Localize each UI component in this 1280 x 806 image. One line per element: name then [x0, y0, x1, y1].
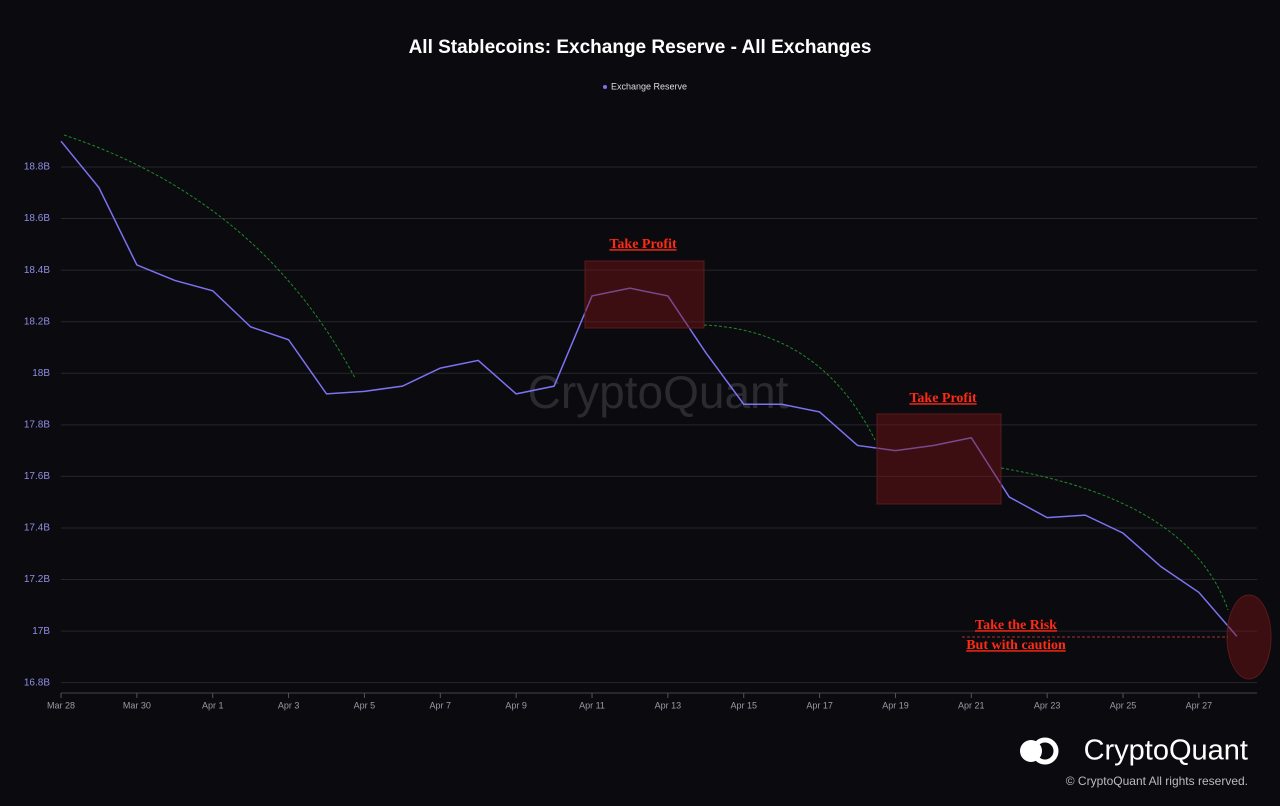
- annotation: Take the Risk: [975, 618, 1057, 633]
- y-tick-label: 18B: [32, 368, 50, 379]
- annotation: Take Profit: [909, 391, 977, 406]
- x-tick-label: Apr 15: [730, 700, 757, 710]
- x-tick-label: Apr 11: [579, 700, 605, 710]
- x-tick-label: Apr 23: [1034, 700, 1061, 710]
- x-tick-label: Apr 3: [278, 700, 300, 710]
- y-tick-label: 18.2B: [24, 316, 50, 327]
- watermark: CryptoQuant: [528, 366, 789, 418]
- y-tick-label: 17.4B: [24, 523, 50, 534]
- highlight-box: [876, 413, 1002, 505]
- trend-line: [63, 134, 356, 379]
- chart-title: All Stablecoins: Exchange Reserve - All …: [409, 37, 872, 58]
- brand-logo: [1031, 737, 1059, 765]
- x-tick-label: Apr 17: [806, 700, 833, 710]
- legend-label: Exchange Reserve: [611, 81, 687, 91]
- y-tick-label: 17.2B: [24, 574, 50, 585]
- x-tick-label: Apr 27: [1186, 700, 1213, 710]
- brand: CryptoQuant: [1084, 735, 1248, 767]
- x-tick-label: Apr 9: [505, 700, 527, 710]
- trend-line: [703, 324, 876, 441]
- x-tick-label: Apr 19: [882, 700, 909, 710]
- trend-line: [1000, 467, 1229, 611]
- x-tick-label: Apr 21: [958, 700, 985, 710]
- annotation: But with caution: [966, 638, 1066, 653]
- x-tick-label: Apr 25: [1110, 700, 1137, 710]
- y-tick-label: 18.4B: [24, 265, 50, 276]
- x-tick-label: Apr 5: [354, 700, 376, 710]
- x-tick-label: Apr 7: [430, 700, 452, 710]
- x-tick-label: Mar 30: [123, 700, 151, 710]
- x-tick-label: Apr 13: [655, 700, 682, 710]
- highlight-ellipse: [1226, 594, 1272, 680]
- x-tick-label: Mar 28: [47, 700, 75, 710]
- x-tick-label: Apr 1: [202, 700, 224, 710]
- plot: 16.8B 17B 17.2B 17.4B 17.6B 17.8B 18B 18.2B 18.4…: [24, 140, 1257, 710]
- data-line: [60, 140, 1238, 637]
- y-tick-label: 17B: [32, 626, 50, 637]
- y-tick-label: 17.8B: [24, 419, 50, 430]
- copyright: © CryptoQuant All rights reserved.: [1066, 774, 1248, 788]
- highlight-box: [584, 260, 705, 329]
- y-tick-label: 17.6B: [24, 471, 50, 482]
- annotation: Take Profit: [609, 237, 677, 252]
- y-tick-label: 16.8B: [24, 677, 50, 688]
- legend-swatch: [603, 85, 607, 89]
- y-tick-label: 18.6B: [24, 213, 50, 224]
- y-tick-label: 18.8B: [24, 162, 50, 173]
